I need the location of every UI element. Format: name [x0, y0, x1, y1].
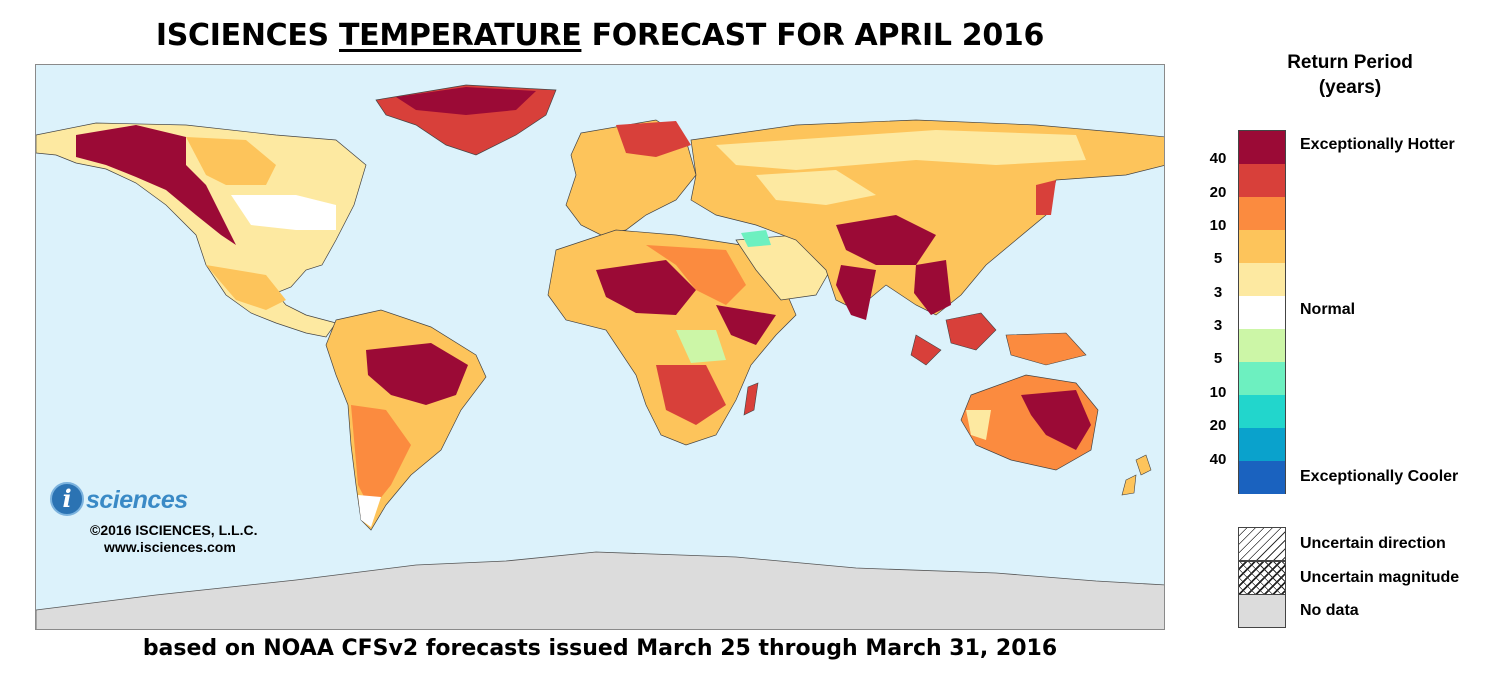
legend-swatch: [1239, 362, 1285, 395]
no-data-swatch: [1238, 594, 1286, 628]
legend-tick: 20: [1209, 417, 1227, 434]
tibet-hot: [836, 215, 936, 265]
legend-tick: 40: [1209, 150, 1227, 167]
legend-title-line2: (years): [1318, 77, 1382, 98]
australia-mild-west: [966, 410, 991, 440]
north-america-warm-north: [186, 137, 276, 185]
africa-hot-horn: [716, 305, 776, 345]
borneo: [945, 312, 997, 351]
legend-swatch: [1239, 395, 1285, 428]
legend-swatch: [1239, 461, 1285, 494]
legend-title-line1: Return Period: [1287, 52, 1413, 73]
south-america-normal: [358, 495, 381, 527]
legend-tick: 5: [1213, 250, 1223, 267]
map-canvas: [36, 65, 1164, 629]
legend-tick: 5: [1213, 350, 1223, 367]
legend-label-normal: Normal: [1300, 301, 1356, 318]
legend-swatch: [1239, 428, 1285, 461]
africa-hot-south: [656, 365, 726, 425]
legend-tick: 10: [1209, 217, 1227, 234]
africa-warm-north: [646, 245, 746, 305]
central-asia: [756, 170, 876, 205]
legend-tick: 3: [1213, 317, 1223, 334]
indochina-hot: [914, 260, 951, 315]
africa-cool-central: [676, 330, 726, 363]
legend-label-cool: Exceptionally Cooler: [1300, 468, 1459, 485]
logo-i-icon: i: [50, 482, 84, 516]
north-america-warm-south: [206, 265, 286, 310]
africa-hot-sahel: [596, 260, 696, 315]
copyright-text: ©2016 ISCIENCES, L.L.C.: [90, 522, 258, 538]
legend-label-hot: Exceptionally Hotter: [1300, 136, 1455, 153]
legend-swatch: [1239, 164, 1285, 197]
south-america-warm-south: [351, 405, 411, 510]
middle-east-cool: [741, 230, 771, 247]
website-link[interactable]: www.isciences.com: [104, 539, 236, 555]
legend-swatch: [1239, 131, 1285, 164]
north-america-normal: [231, 195, 336, 230]
new-zealand: [1121, 454, 1152, 496]
australia-hot-east: [1021, 390, 1091, 450]
legend-swatch: [1239, 296, 1285, 329]
legend-label-no-data: No data: [1300, 602, 1359, 619]
title-suffix: FORECAST FOR APRIL 2016: [591, 18, 1045, 53]
antarctica: [36, 551, 1164, 629]
uncertain-magnitude-swatch: [1238, 561, 1286, 595]
greenland-hot: [396, 87, 536, 115]
logo-wordmark: sciences: [86, 486, 188, 514]
legend-tick: 40: [1209, 451, 1227, 468]
india-hot: [836, 265, 876, 320]
legend-swatch: [1239, 263, 1285, 296]
title-emphasis: TEMPERATURE: [339, 18, 582, 53]
south-america-hot-amazon: [366, 343, 468, 405]
madagascar: [743, 382, 759, 416]
north-america-hot-west: [76, 125, 236, 245]
legend-swatch: [1239, 230, 1285, 263]
legend-tick: 20: [1209, 184, 1227, 201]
uncertain-direction-swatch: [1238, 527, 1286, 561]
legend-color-scale: [1238, 130, 1286, 494]
new-guinea: [1005, 332, 1087, 366]
world-map: [35, 64, 1165, 630]
korea-japan-hot: [1036, 180, 1056, 215]
legend-tick: 10: [1209, 384, 1227, 401]
map-title: ISCIENCES TEMPERATURE FORECAST FOR APRIL…: [35, 18, 1165, 53]
legend-label-uncertain-magnitude: Uncertain magnitude: [1300, 569, 1460, 586]
legend-swatch: [1239, 329, 1285, 362]
legend-label-uncertain-direction: Uncertain direction: [1300, 535, 1446, 552]
legend-tick: 3: [1213, 284, 1223, 301]
legend-swatch: [1239, 197, 1285, 230]
title-prefix: ISCIENCES: [155, 18, 329, 53]
scandinavia-hot: [616, 121, 691, 157]
footer-caption: based on NOAA CFSv2 forecasts issued Mar…: [142, 636, 1058, 661]
legend-title: Return Period (years): [1250, 50, 1450, 100]
siberia: [716, 130, 1086, 170]
sumatra: [910, 334, 942, 366]
